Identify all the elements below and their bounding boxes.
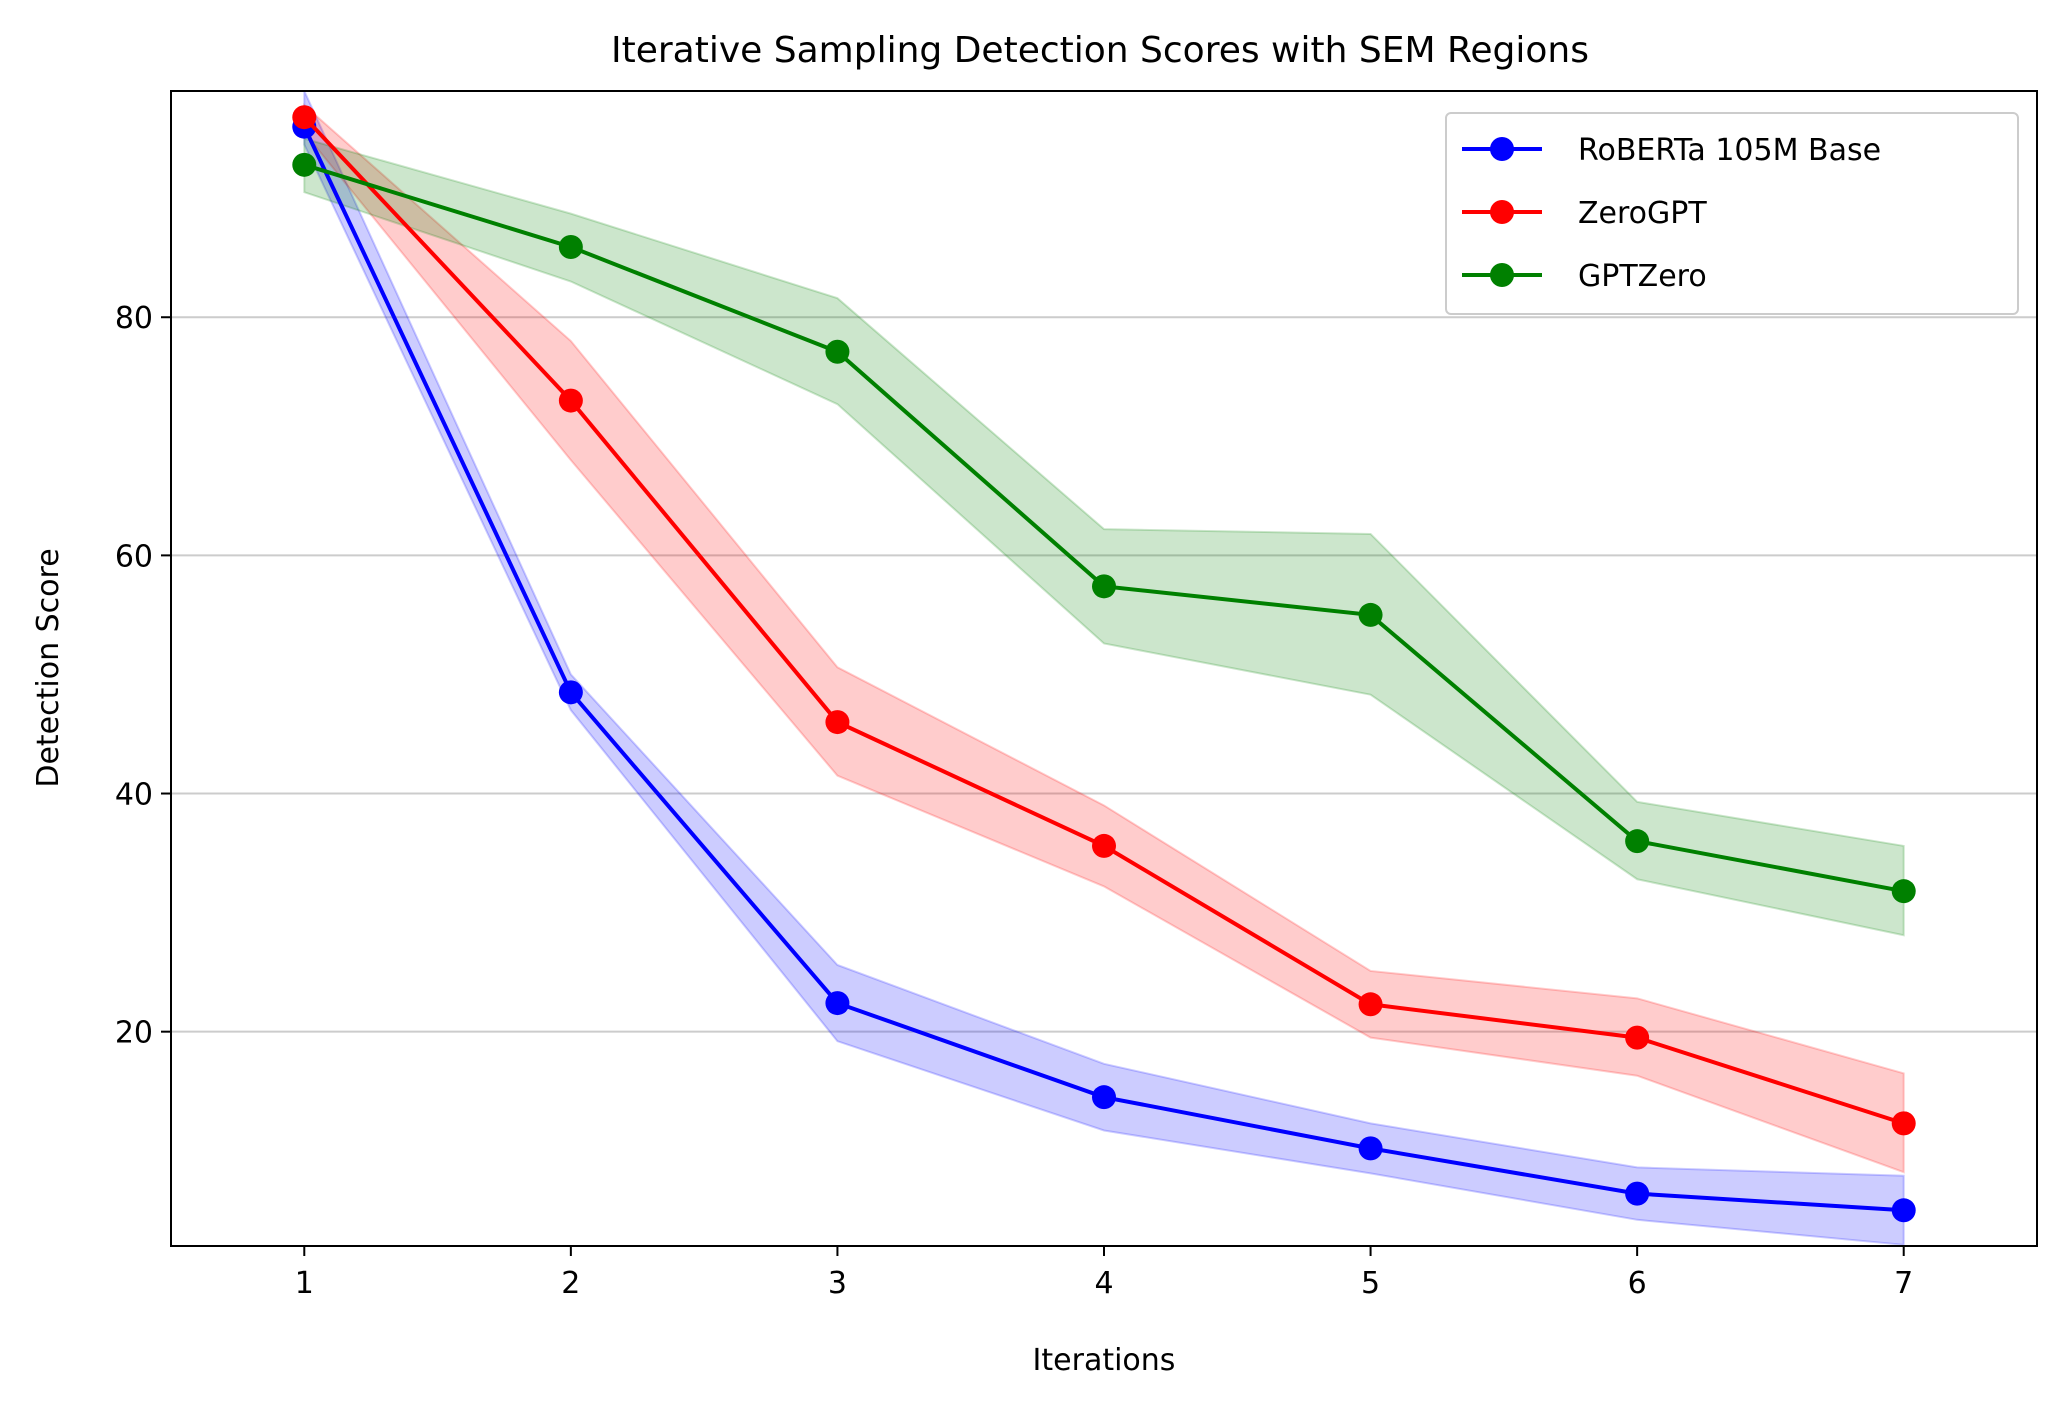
sem-region [303,103,1905,1174]
y-axis-label: Detection Score [31,548,66,787]
data-point [1358,992,1383,1017]
legend-marker [1490,200,1514,224]
data-point [1891,1198,1916,1223]
x-tick-label: 1 [295,1266,314,1301]
data-point [1625,1025,1650,1050]
axis-ticks: 20 40 60 80 1 2 3 4 5 6 7 [115,301,1913,1301]
y-tick-label: 80 [115,301,153,336]
legend-label: GPTZero [1578,259,1707,294]
sem-regions [303,90,1905,1246]
series-lines [292,105,1916,1223]
sem-region [303,137,1905,937]
x-tick-label: 3 [828,1266,847,1301]
data-point [1092,574,1116,599]
data-point [1092,833,1116,858]
data-point [292,152,317,177]
legend-label: ZeroGPT [1578,196,1707,231]
sem-region [303,90,1905,1246]
legend-marker [1490,137,1514,161]
x-tick-label: 7 [1894,1266,1913,1301]
data-point [1891,1111,1916,1136]
data-point [1092,1085,1116,1110]
chart-title: Iterative Sampling Detection Scores with… [611,30,1589,71]
y-tick-label: 40 [115,778,153,813]
data-point [1625,1181,1650,1206]
data-point [825,339,850,364]
data-point [1625,829,1650,854]
data-point [825,991,850,1016]
x-tick-label: 2 [561,1266,580,1301]
legend-box [1445,112,2019,315]
data-point [1891,879,1916,904]
grid-lines [171,316,2037,1033]
data-point [292,105,317,130]
legend: RoBERTa 105M Base ZeroGPT GPTZero [1445,112,2019,315]
data-point [558,680,583,705]
y-tick-label: 20 [115,1016,153,1051]
x-tick-label: 4 [1094,1266,1113,1301]
data-point [558,234,583,259]
x-tick-label: 5 [1361,1266,1380,1301]
y-tick-label: 60 [115,539,153,574]
data-point [1358,1136,1383,1161]
legend-marker [1490,263,1514,287]
legend-label: RoBERTa 105M Base [1578,133,1881,168]
data-point [558,388,583,413]
data-point [825,710,850,735]
data-point [1358,602,1383,627]
x-tick-label: 6 [1628,1266,1647,1301]
x-axis-label: Iterations [1033,1343,1176,1378]
